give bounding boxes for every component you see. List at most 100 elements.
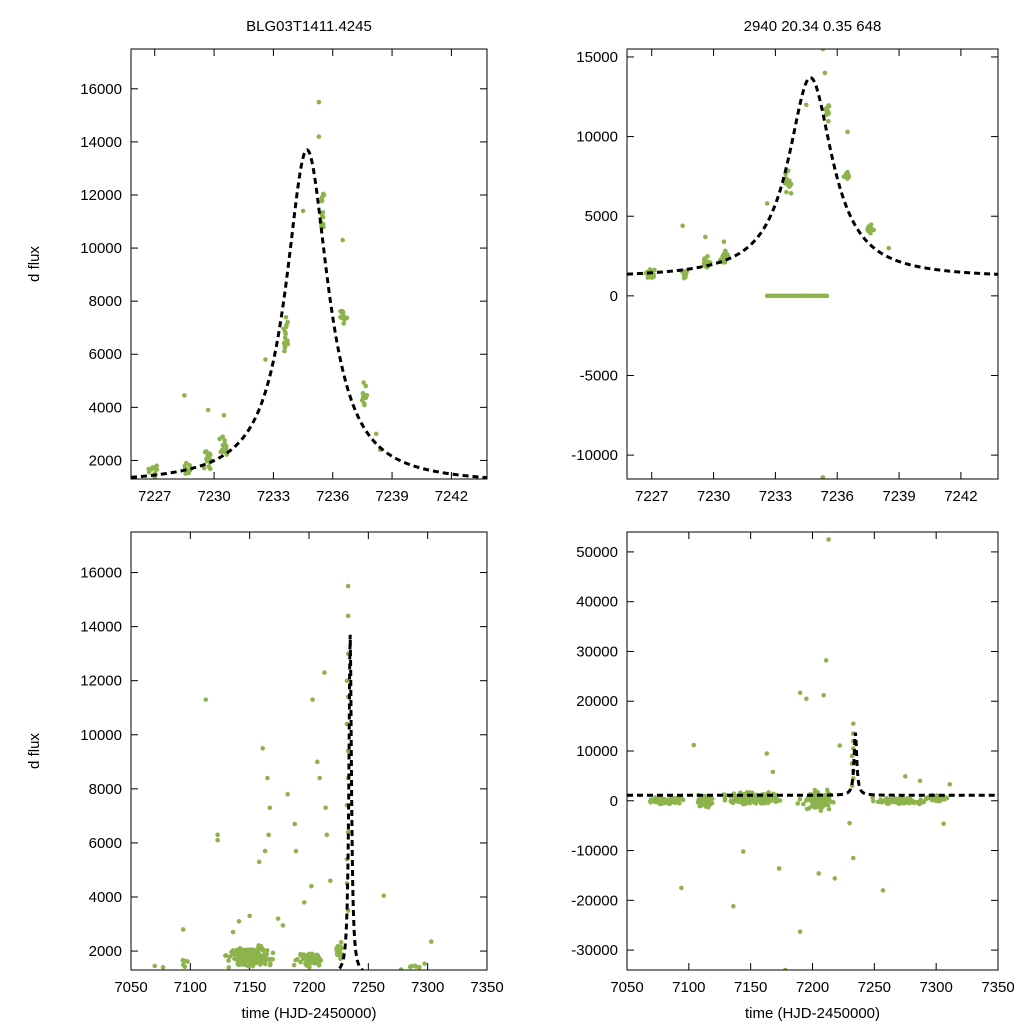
data-point (345, 829, 351, 835)
x-axis-label: time (HJD-2450000) (745, 1005, 880, 1022)
data-point (301, 900, 307, 905)
data-point (204, 458, 210, 464)
data-point (282, 345, 288, 350)
data-point (275, 916, 281, 921)
data-point (787, 178, 792, 183)
data-point (776, 866, 782, 871)
y-tick-label: 14000 (80, 134, 122, 151)
data-point (826, 537, 831, 542)
data-point (361, 380, 366, 385)
data-point (398, 967, 404, 970)
data-point (247, 913, 252, 919)
data-point (236, 919, 242, 924)
data-point (256, 859, 262, 865)
data-point (825, 111, 830, 116)
plot-frame (130, 531, 488, 971)
y-tick-label: 5000 (585, 208, 618, 225)
data-point (680, 223, 685, 229)
data-point (344, 678, 350, 684)
data-point (146, 469, 152, 475)
data-point (262, 848, 268, 854)
y-tick-label: 8000 (89, 293, 122, 310)
data-point (311, 957, 317, 962)
x-tick-label: 7050 (610, 979, 643, 996)
data-point (280, 923, 286, 928)
data-point (362, 402, 367, 408)
data-point (360, 395, 366, 400)
data-point (292, 821, 298, 827)
data-point (837, 743, 843, 748)
data-point (226, 965, 232, 970)
data-point (797, 929, 803, 934)
data-point (187, 463, 193, 468)
data-point (917, 778, 923, 784)
data-point (768, 796, 774, 802)
data-point (797, 797, 803, 802)
x-tick-label: 7236 (316, 488, 349, 505)
data-point (315, 954, 321, 959)
data-point (341, 321, 346, 326)
data-point (345, 583, 351, 589)
data-point (152, 963, 158, 969)
data-point (720, 255, 726, 261)
data-point (262, 961, 268, 967)
data-point (941, 821, 946, 826)
y-tick-label: 10000 (576, 129, 618, 146)
x-tick-label: 7233 (257, 488, 290, 505)
data-point (320, 210, 326, 215)
data-point (324, 832, 330, 838)
data-point (245, 958, 251, 964)
data-point (305, 952, 311, 958)
data-point (322, 670, 327, 675)
data-point (918, 797, 924, 802)
data-point (239, 955, 244, 961)
data-point (224, 443, 229, 449)
data-point (312, 961, 317, 966)
data-point (906, 798, 912, 804)
data-point (652, 267, 657, 273)
data-point (260, 745, 266, 751)
data-point (845, 176, 850, 181)
chart-bottom-left: 7050 7100 7150 7200 7250 7300 7350 2000 4000 6000… (26, 531, 504, 1022)
data-point (847, 820, 852, 826)
data-point (202, 449, 208, 455)
data-point (185, 959, 190, 964)
data-point (659, 796, 665, 802)
data-point (797, 690, 803, 696)
data-point (381, 893, 387, 898)
x-tick-label: 7350 (981, 979, 1014, 996)
data-point (319, 194, 325, 200)
y-tick-label: 10000 (576, 743, 618, 760)
data-point (870, 795, 875, 800)
data-points (146, 99, 383, 479)
data-point (413, 964, 419, 969)
data-point (220, 434, 225, 439)
data-point (880, 799, 885, 805)
data-point (788, 191, 794, 196)
data-point (816, 871, 821, 876)
data-point (320, 213, 325, 219)
x-tick-label: 7300 (919, 979, 952, 996)
data-point (795, 801, 801, 806)
x-tick-label: 7227 (635, 488, 668, 505)
data-point (307, 957, 313, 963)
y-tick-label: 16000 (80, 565, 122, 582)
data-point (230, 929, 236, 935)
data-point (667, 797, 673, 802)
data-point (226, 958, 231, 963)
data-point (227, 954, 233, 959)
data-point (831, 800, 836, 805)
data-point (757, 798, 763, 804)
x-tick-label: 7239 (882, 488, 915, 505)
y-tick-label: -5000 (580, 367, 618, 384)
data-point (328, 878, 333, 884)
data-point (880, 888, 886, 893)
data-point (270, 956, 275, 962)
x-tick-label: 7227 (138, 488, 171, 505)
chart-title: BLG03T1411.4245 (246, 18, 372, 35)
data-points (647, 537, 953, 970)
data-point (229, 949, 234, 955)
data-point (340, 237, 345, 243)
data-point (703, 234, 708, 240)
data-point (242, 947, 247, 953)
